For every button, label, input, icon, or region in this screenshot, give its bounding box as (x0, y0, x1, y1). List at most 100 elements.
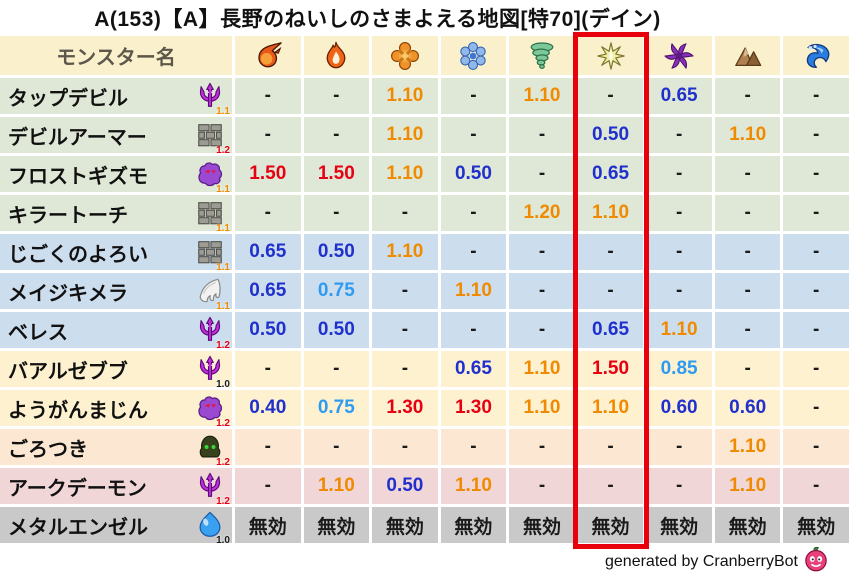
wave-icon (783, 36, 849, 75)
value-cell: 無効 (509, 507, 575, 543)
value-cell: - (783, 234, 849, 270)
value-cell: 0.50 (235, 312, 301, 348)
name-column-header: モンスター名 (0, 36, 232, 75)
value-cell: 1.10 (646, 312, 712, 348)
value-cell: 1.30 (372, 390, 438, 426)
value-cell: - (783, 273, 849, 309)
value-cell: - (509, 468, 575, 504)
value-cell: 無効 (235, 507, 301, 543)
dark-pinwheel-icon (646, 36, 712, 75)
gizmo-blob-icon: 1.2 (193, 392, 230, 429)
value-cell: - (509, 273, 575, 309)
brick-wall-icon: 1.1 (193, 236, 230, 273)
value-cell: 1.10 (509, 390, 575, 426)
value-cell: - (783, 390, 849, 426)
value-cell: 1.10 (509, 351, 575, 387)
level-multiplier: 1.2 (216, 457, 230, 468)
value-cell: - (372, 429, 438, 465)
brick-wall-icon: 1.1 (193, 197, 230, 234)
cranberry-icon (803, 546, 829, 577)
monster-name-cell: ベレス 1.2 (0, 312, 232, 351)
value-cell: - (783, 156, 849, 192)
lightning-star-icon (577, 36, 644, 75)
value-cell: - (440, 234, 507, 270)
value-cell: - (509, 429, 575, 465)
value-cell: - (440, 117, 507, 153)
value-cell: - (783, 195, 849, 231)
value-cell: 1.10 (509, 78, 575, 114)
value-cell: 1.10 (577, 390, 644, 426)
level-multiplier: 1.1 (216, 184, 230, 195)
value-cell: 1.20 (509, 195, 575, 231)
monster-name-cell: キラートーチ 1.1 (0, 195, 232, 234)
monster-name-cell: ようがんまじん 1.2 (0, 390, 232, 429)
value-cell: - (440, 195, 507, 231)
level-multiplier: 1.1 (216, 262, 230, 273)
level-multiplier: 1.0 (216, 379, 230, 390)
value-cell: - (372, 351, 438, 387)
monster-name: アークデーモン (8, 477, 147, 500)
value-cell: - (577, 429, 644, 465)
value-cell: 0.65 (235, 234, 301, 270)
value-cell: - (235, 117, 301, 153)
value-cell: - (783, 312, 849, 348)
value-cell: - (783, 429, 849, 465)
value-cell: - (577, 78, 644, 114)
value-cell: 1.10 (714, 468, 781, 504)
monster-name: じごくのよろい (8, 243, 148, 266)
value-cell: 1.50 (577, 351, 644, 387)
value-cell: 無効 (646, 507, 712, 543)
value-cell: 無効 (440, 507, 507, 543)
monster-name-cell: アークデーモン 1.2 (0, 468, 232, 507)
monster-name-cell: メタルエンゼル 1.0 (0, 507, 232, 546)
flame-icon (303, 36, 370, 75)
monster-name-cell: フロストギズモ 1.1 (0, 156, 232, 195)
value-cell: 無効 (783, 507, 849, 543)
wing-icon: 1.1 (193, 275, 230, 312)
value-cell: 0.50 (577, 117, 644, 153)
monster-name: メタルエンゼル (8, 516, 148, 539)
monster-name-cell: メイジキメラ 1.1 (0, 273, 232, 312)
value-cell: 0.65 (235, 273, 301, 309)
brick-wall-icon: 1.2 (193, 119, 230, 156)
resistance-table: モンスター名 タップデビル 1.1- -1.10-1.10-0.65- - デビルアーマー… (0, 36, 849, 546)
value-cell: 0.50 (303, 312, 370, 348)
value-cell: 無効 (577, 507, 644, 543)
value-cell: - (714, 156, 781, 192)
value-cell: - (646, 273, 712, 309)
value-cell: 0.50 (372, 468, 438, 504)
value-cell: 0.65 (577, 312, 644, 348)
monster-name-cell: デビルアーマー 1.2 (0, 117, 232, 156)
value-cell: - (646, 117, 712, 153)
value-cell: - (303, 429, 370, 465)
value-cell: 1.50 (235, 156, 301, 192)
value-cell: - (372, 273, 438, 309)
monster-name: ようがんまじん (8, 399, 148, 422)
demon-trident-icon: 1.0 (193, 353, 230, 390)
value-cell: - (235, 195, 301, 231)
demon-trident-icon: 1.2 (193, 470, 230, 507)
value-cell: 0.60 (646, 390, 712, 426)
value-cell: 1.30 (440, 390, 507, 426)
value-cell: - (577, 468, 644, 504)
value-cell: - (509, 312, 575, 348)
monster-name-cell: バアルゼブブ 1.0 (0, 351, 232, 390)
value-cell: - (577, 273, 644, 309)
value-cell: 0.40 (235, 390, 301, 426)
value-cell: - (303, 195, 370, 231)
level-multiplier: 1.2 (216, 496, 230, 507)
value-cell: - (577, 234, 644, 270)
monster-name: タップデビル (8, 87, 128, 110)
value-cell: - (235, 429, 301, 465)
level-multiplier: 1.0 (216, 535, 230, 546)
value-cell: - (372, 195, 438, 231)
value-cell: - (714, 273, 781, 309)
level-multiplier: 1.2 (216, 418, 230, 429)
value-cell: - (440, 429, 507, 465)
value-cell: 1.10 (372, 117, 438, 153)
value-cell: - (714, 234, 781, 270)
value-cell: - (303, 78, 370, 114)
value-cell: - (783, 78, 849, 114)
gizmo-blob-icon: 1.1 (193, 158, 230, 195)
